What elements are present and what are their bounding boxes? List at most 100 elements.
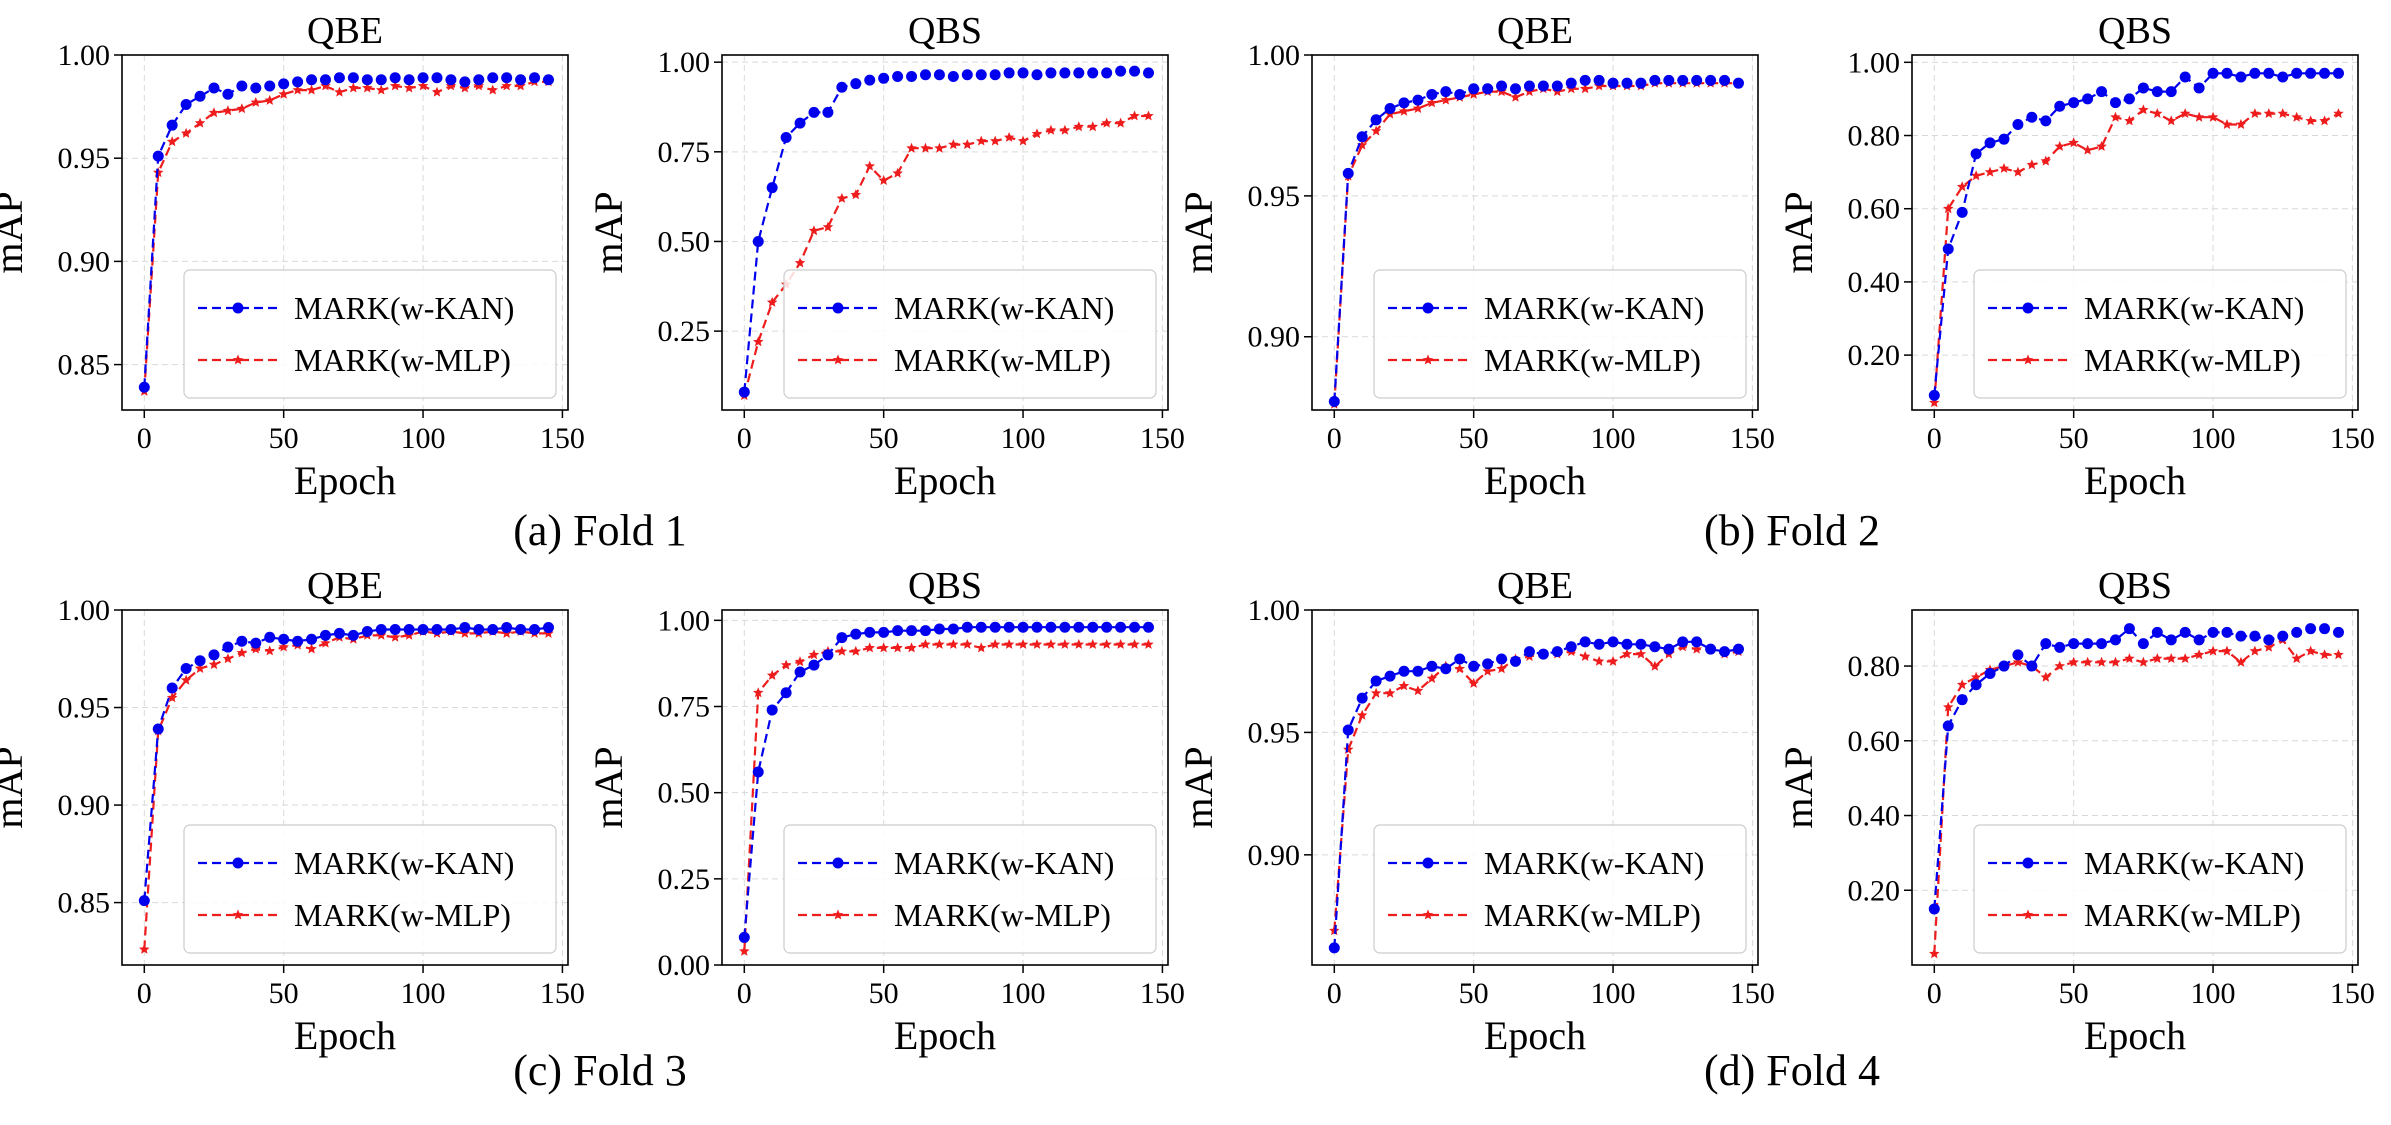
kan-data-point bbox=[822, 106, 834, 118]
kan-data-point bbox=[989, 621, 1001, 633]
kan-data-point bbox=[1565, 641, 1577, 653]
mlp-data-point bbox=[292, 84, 303, 95]
mlp-data-point bbox=[753, 687, 764, 698]
kan-data-point bbox=[1998, 660, 2010, 672]
mlp-legend-marker bbox=[232, 354, 244, 365]
kan-data-point bbox=[2012, 119, 2024, 131]
x-tick-label: 50 bbox=[869, 422, 899, 455]
mlp-data-point bbox=[2305, 115, 2316, 126]
x-tick-label: 150 bbox=[2330, 977, 2375, 1010]
mlp-data-point bbox=[2291, 111, 2302, 122]
mlp-data-point bbox=[836, 192, 848, 203]
kan-data-point bbox=[919, 625, 931, 637]
kan-data-point bbox=[2193, 82, 2205, 94]
mlp-data-point bbox=[808, 649, 820, 660]
kan-data-point bbox=[1593, 74, 1605, 86]
kan-data-point bbox=[1579, 636, 1591, 648]
mlp-data-point bbox=[948, 639, 959, 649]
kan-data-point bbox=[1607, 636, 1619, 648]
kan-data-point bbox=[2291, 626, 2303, 638]
x-tick-label: 100 bbox=[2191, 422, 2236, 455]
kan-data-point bbox=[1523, 80, 1535, 92]
kan-data-point bbox=[1017, 67, 1029, 79]
chart-title: QBS bbox=[908, 10, 982, 52]
x-axis-label: Epoch bbox=[2084, 458, 2186, 503]
mlp-legend-label: MARK(w-MLP) bbox=[894, 342, 1111, 378]
x-tick-label: 150 bbox=[1140, 422, 1185, 455]
mlp-data-point bbox=[2110, 111, 2121, 122]
mlp-data-point bbox=[1956, 679, 1968, 690]
mlp-data-point bbox=[1073, 639, 1084, 649]
mlp-data-point bbox=[1003, 639, 1015, 649]
mlp-data-point bbox=[2068, 137, 2079, 148]
mlp-legend-marker bbox=[1422, 354, 1434, 365]
y-axis-label: mAP bbox=[1776, 191, 1821, 273]
mlp-data-point bbox=[1649, 660, 1661, 671]
y-tick-label: 1.00 bbox=[1848, 46, 1901, 79]
kan-data-point bbox=[1031, 621, 1043, 633]
kan-data-point bbox=[1073, 621, 1085, 633]
kan-data-point bbox=[250, 637, 262, 649]
mlp-data-point bbox=[306, 643, 317, 654]
y-tick-label: 0.60 bbox=[1848, 725, 1901, 758]
mlp-data-point bbox=[278, 88, 289, 99]
mlp-data-point bbox=[2235, 119, 2247, 129]
x-axis-label: Epoch bbox=[1484, 1013, 1586, 1058]
kan-data-point bbox=[1101, 67, 1113, 79]
kan-data-point bbox=[1454, 88, 1466, 100]
y-tick-label: 1.00 bbox=[658, 604, 711, 637]
kan-data-point bbox=[2249, 67, 2261, 79]
kan-data-point bbox=[1649, 74, 1661, 86]
mlp-data-point bbox=[1087, 639, 1098, 649]
x-tick-label: 0 bbox=[737, 422, 752, 455]
mlp-legend-label: MARK(w-MLP) bbox=[894, 897, 1111, 933]
mlp-data-point bbox=[2221, 119, 2233, 129]
mlp-data-point bbox=[2193, 111, 2205, 122]
kan-legend-label: MARK(w-KAN) bbox=[2084, 290, 2304, 326]
legend: MARK(w-KAN) MARK(w-MLP) bbox=[183, 269, 557, 399]
kan-data-point bbox=[166, 682, 178, 694]
kan-data-point bbox=[2263, 67, 2275, 79]
legend: MARK(w-KAN) MARK(w-MLP) bbox=[783, 824, 1157, 954]
mlp-data-point bbox=[989, 135, 1001, 146]
mlp-data-point bbox=[934, 639, 945, 649]
kan-data-point bbox=[1551, 80, 1563, 92]
chart-panel-7: 0 50 100 150 0.90 0.95 1.00 QBE Epoch mAP MARK(w-K… bbox=[1176, 565, 1775, 1058]
kan-data-point bbox=[1031, 69, 1043, 81]
kan-data-point bbox=[1942, 243, 1954, 255]
mlp-data-point bbox=[278, 641, 289, 652]
mlp-data-point bbox=[1003, 132, 1015, 142]
mlp-data-point bbox=[445, 80, 457, 91]
mlp-data-point bbox=[892, 642, 903, 653]
mlp-data-point bbox=[850, 189, 861, 200]
y-tick-label: 0.95 bbox=[58, 692, 111, 725]
kan-data-point bbox=[1482, 658, 1494, 670]
kan-data-point bbox=[487, 72, 499, 84]
x-tick-label: 150 bbox=[540, 977, 585, 1010]
kan-data-point bbox=[1356, 131, 1368, 143]
caption-fold-1: (a) Fold 1 bbox=[513, 506, 687, 555]
mlp-data-point bbox=[376, 84, 387, 95]
mlp-data-point bbox=[1143, 110, 1154, 121]
mlp-data-point bbox=[1621, 648, 1633, 659]
mlp-data-point bbox=[1943, 203, 1954, 214]
kan-data-point bbox=[445, 74, 457, 86]
kan-data-point bbox=[1398, 97, 1410, 109]
kan-data-point bbox=[1635, 77, 1647, 89]
kan-data-point bbox=[2012, 649, 2024, 661]
mlp-data-point bbox=[2207, 645, 2219, 656]
mlp-data-point bbox=[2054, 660, 2065, 671]
kan-data-point bbox=[1426, 660, 1438, 672]
kan-data-point bbox=[1551, 646, 1563, 658]
kan-data-point bbox=[1621, 638, 1633, 650]
kan-data-point bbox=[431, 624, 443, 636]
x-tick-label: 50 bbox=[1459, 977, 1489, 1010]
kan-data-point bbox=[738, 386, 750, 398]
mlp-data-point bbox=[1929, 397, 1940, 408]
mlp-data-point bbox=[222, 105, 234, 116]
mlp-data-point bbox=[1929, 948, 1940, 959]
mlp-data-point bbox=[1998, 163, 2010, 173]
mlp-data-point bbox=[2333, 108, 2344, 118]
kan-data-point bbox=[2235, 630, 2247, 642]
x-tick-label: 0 bbox=[737, 977, 752, 1010]
